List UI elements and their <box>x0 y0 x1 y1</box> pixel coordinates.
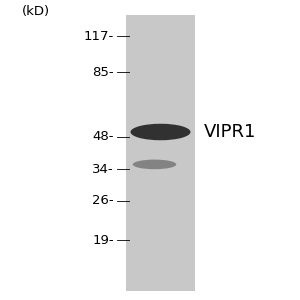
Text: VIPR1: VIPR1 <box>204 123 256 141</box>
Text: 34-: 34- <box>92 163 114 176</box>
Ellipse shape <box>130 124 190 140</box>
Ellipse shape <box>133 160 176 169</box>
Text: 26-: 26- <box>92 194 114 208</box>
Text: 19-: 19- <box>92 233 114 247</box>
Text: 117-: 117- <box>84 29 114 43</box>
Text: 48-: 48- <box>92 130 114 143</box>
Text: (kD): (kD) <box>22 5 50 19</box>
Text: 85-: 85- <box>92 65 114 79</box>
Bar <box>126 15 195 291</box>
